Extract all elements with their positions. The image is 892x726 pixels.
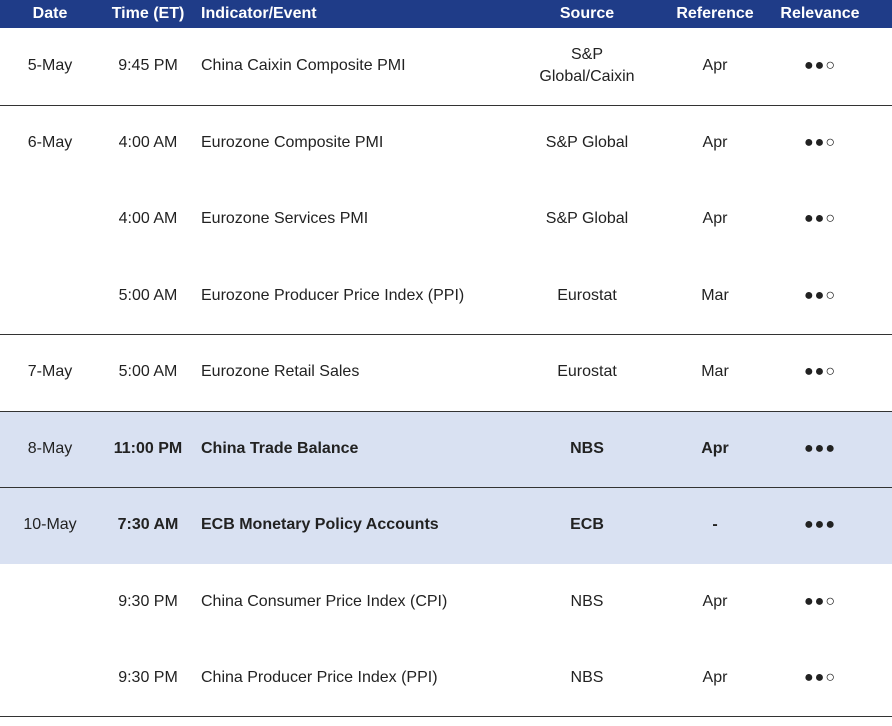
row-separator bbox=[0, 104, 892, 106]
reference-cell: Mar bbox=[701, 286, 729, 304]
time-cell: 7:30 AM bbox=[117, 516, 179, 534]
time-cell: 4:00 AM bbox=[118, 133, 178, 151]
relevance-cell: ●●○ bbox=[804, 210, 836, 228]
relevance-cell: ●●● bbox=[804, 439, 836, 457]
reference-cell: Mar bbox=[701, 363, 729, 381]
time-cell: 9:45 PM bbox=[118, 57, 178, 75]
source-cell: Eurostat bbox=[557, 363, 617, 381]
row-separator bbox=[0, 487, 892, 488]
date-cell: 6-May bbox=[27, 133, 73, 151]
relevance-cell: ●●○ bbox=[804, 133, 836, 151]
time-cell: 9:30 PM bbox=[118, 669, 178, 687]
row-separator bbox=[0, 715, 892, 717]
source-cell: Eurostat bbox=[557, 286, 617, 304]
relevance-cell: ●●○ bbox=[804, 286, 836, 304]
time-cell: 5:00 AM bbox=[118, 286, 178, 304]
header-cell: Indicator/Event bbox=[201, 5, 317, 22]
event-cell: China Producer Price Index (PPI) bbox=[201, 669, 438, 687]
reference-cell: Apr bbox=[701, 439, 729, 457]
reference-cell: Apr bbox=[702, 669, 728, 687]
event-cell: Eurozone Composite PMI bbox=[201, 133, 384, 151]
time-cell: 11:00 PM bbox=[113, 439, 183, 457]
header-cell: Source bbox=[559, 5, 615, 22]
source-cell: NBS bbox=[570, 669, 604, 687]
header-cell: Date bbox=[32, 5, 68, 22]
source-cell: ECB bbox=[570, 516, 604, 534]
reference-cell: Apr bbox=[702, 133, 728, 151]
event-cell: China Trade Balance bbox=[201, 439, 359, 457]
event-cell: China Caixin Composite PMI bbox=[201, 57, 406, 75]
highlight-band bbox=[0, 487, 892, 564]
row-separator bbox=[0, 410, 892, 412]
row-separator bbox=[0, 334, 892, 335]
source-cell: NBS bbox=[570, 592, 604, 610]
source-cell: S&P Global bbox=[545, 210, 629, 228]
relevance-cell: ●●● bbox=[804, 516, 836, 534]
reference-cell: Apr bbox=[702, 57, 728, 75]
relevance-cell: ●●○ bbox=[804, 57, 836, 75]
reference-cell: Apr bbox=[702, 210, 728, 228]
time-cell: 5:00 AM bbox=[118, 363, 178, 381]
event-cell: China Consumer Price Index (CPI) bbox=[201, 592, 448, 610]
header-cell: Time (ET) bbox=[111, 5, 185, 22]
header-cell: Relevance bbox=[780, 5, 860, 22]
header-cell: Reference bbox=[676, 5, 754, 22]
reference-cell: - bbox=[712, 516, 718, 534]
event-cell: Eurozone Producer Price Index (PPI) bbox=[201, 286, 465, 304]
time-cell: 4:00 AM bbox=[118, 210, 178, 228]
date-cell: 5-May bbox=[27, 57, 73, 75]
time-cell: 9:30 PM bbox=[118, 592, 178, 610]
relevance-cell: ●●○ bbox=[804, 592, 836, 610]
source-cell: S&P Global/Caixin bbox=[539, 46, 635, 86]
reference-cell: Apr bbox=[702, 592, 728, 610]
event-cell: ECB Monetary Policy Accounts bbox=[201, 516, 439, 534]
relevance-cell: ●●○ bbox=[804, 669, 836, 687]
date-cell: 7-May bbox=[27, 363, 73, 381]
date-cell: 8-May bbox=[27, 439, 73, 457]
header-row bbox=[0, 0, 892, 28]
highlight-band bbox=[0, 410, 892, 487]
date-cell: 10-May bbox=[23, 516, 77, 534]
source-cell: S&P Global bbox=[545, 133, 629, 151]
source-cell: NBS bbox=[570, 439, 604, 457]
relevance-cell: ●●○ bbox=[804, 363, 836, 381]
event-cell: Eurozone Services PMI bbox=[201, 210, 369, 228]
event-cell: Eurozone Retail Sales bbox=[201, 363, 360, 381]
